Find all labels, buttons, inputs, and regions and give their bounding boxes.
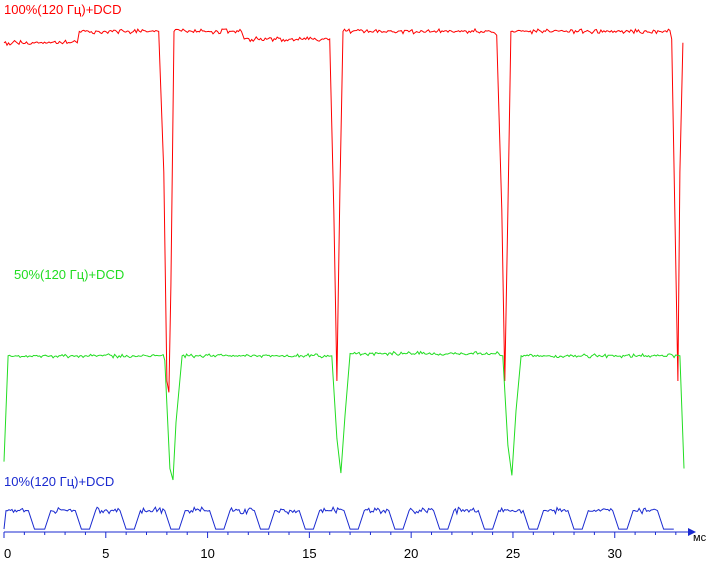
series-line-2: [3, 350, 685, 481]
series-line-1: [3, 27, 684, 393]
series-label-1: 100%(120 Гц)+DCD: [4, 2, 121, 17]
x-axis-arrow: [688, 528, 696, 536]
x-tick-label-15: 15: [302, 546, 316, 561]
x-tick-label-5: 5: [102, 546, 109, 561]
x-axis: мс 0 5 10 15 20 25 30: [3, 528, 707, 561]
x-tick-label-30: 30: [608, 546, 622, 561]
x-tick-label-10: 10: [200, 546, 214, 561]
series-layer: [3, 27, 685, 530]
x-axis-unit-label: мс: [693, 532, 707, 544]
x-tick-label-25: 25: [506, 546, 520, 561]
series-label-3: 10%(120 Гц)+DCD: [4, 474, 114, 489]
x-tick-label-0: 0: [4, 546, 11, 561]
series-label-2: 50%(120 Гц)+DCD: [14, 267, 124, 282]
series-line-3: [3, 505, 674, 530]
x-tick-label-20: 20: [404, 546, 418, 561]
series-labels: 100%(120 Гц)+DCD 50%(120 Гц)+DCD 10%(120 Г…: [4, 2, 124, 489]
